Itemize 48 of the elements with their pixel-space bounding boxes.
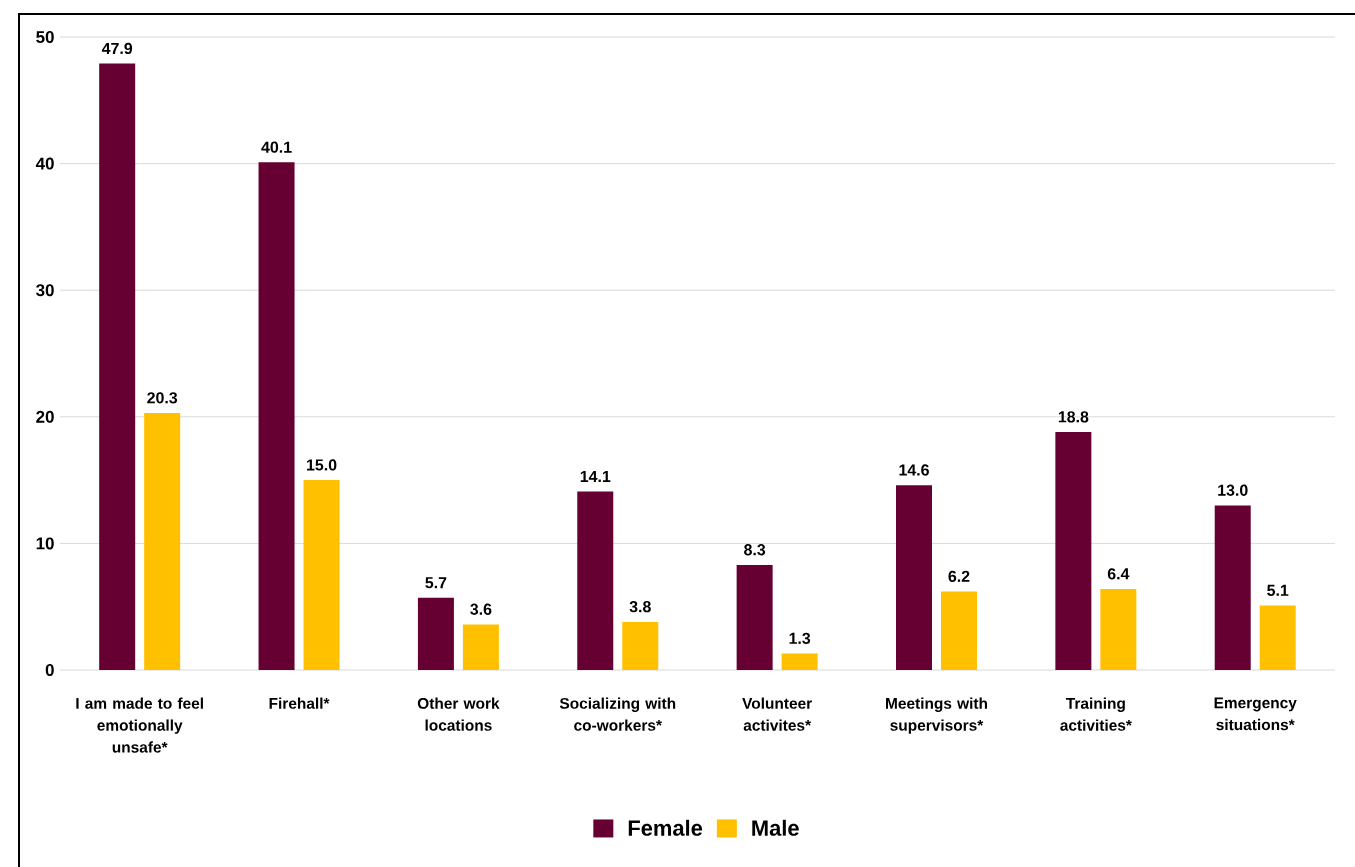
y-tick-label: 30 (36, 284, 54, 297)
bar (1100, 588, 1137, 670)
data-label: 14.6 (899, 464, 929, 476)
data-label: 15.0 (307, 459, 337, 471)
x-tick-label: Socializing with co-workers* (559, 697, 676, 731)
bar (896, 485, 932, 670)
x-tick-label: I am made to feel emotionally unsafe* (76, 697, 203, 753)
legend-label: Male (752, 819, 799, 836)
x-tick-label: Meetings with supervisors* (886, 697, 987, 734)
bar (1214, 505, 1251, 670)
data-label: 5.1 (1267, 584, 1289, 596)
data-label: 18.8 (1058, 411, 1089, 423)
legend-label: Female (628, 819, 703, 836)
data-label: 3.6 (470, 603, 492, 615)
bar (577, 491, 614, 670)
data-label: 8.3 (744, 544, 766, 556)
x-tick-label: Emergency situations* (1214, 697, 1297, 731)
bar (417, 597, 454, 670)
data-label: 3.8 (629, 601, 651, 613)
bar (1055, 431, 1092, 670)
x-tick-label: Volunteer activites* (742, 697, 812, 731)
y-tick-label: 20 (36, 410, 54, 423)
y-tick-label: 50 (36, 31, 54, 43)
bar (99, 63, 136, 670)
bar (781, 653, 818, 670)
bar (736, 564, 773, 670)
x-tick-label: Training activities* (1060, 697, 1132, 731)
data-label: 13.0 (1218, 484, 1248, 496)
data-label: 1.3 (789, 632, 811, 645)
x-tick-label: Other work locations (417, 697, 500, 731)
bar (144, 413, 181, 670)
data-label: 5.7 (425, 577, 447, 589)
data-label: 47.9 (101, 42, 133, 55)
y-tick-label: 0 (45, 664, 54, 676)
bar (1259, 605, 1296, 670)
y-tick-label: 40 (35, 157, 54, 170)
bar (622, 621, 659, 670)
y-tick-label: 10 (36, 537, 54, 550)
x-tick-label: Firehall* (269, 697, 330, 709)
data-label: 20.3 (147, 392, 178, 404)
data-label: 6.4 (1107, 568, 1130, 580)
data-label: 14.1 (580, 471, 611, 482)
bar (940, 591, 977, 670)
bar (462, 624, 499, 670)
bar (258, 162, 295, 670)
data-label: 40.1 (261, 141, 292, 153)
bar (303, 480, 340, 670)
data-label: 6.2 (948, 570, 970, 582)
